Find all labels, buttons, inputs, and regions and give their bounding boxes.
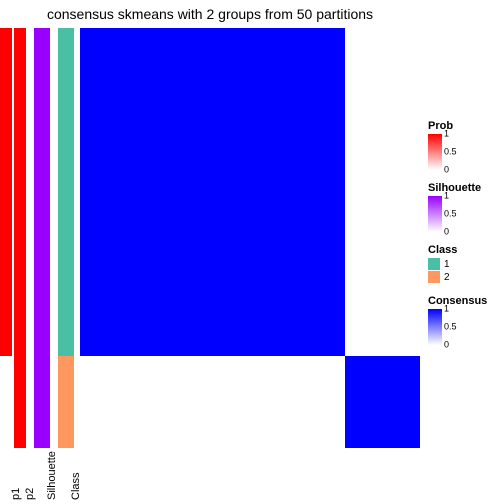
legend-title: Class bbox=[428, 244, 498, 256]
strip-segment bbox=[58, 28, 74, 356]
legends-panel: Prob10.50Silhouette10.50Class12Consensus… bbox=[428, 120, 498, 357]
legend-class: Class 1 2 bbox=[428, 244, 498, 283]
heatmap-block bbox=[345, 28, 420, 356]
legend-tick: 0.5 bbox=[444, 210, 457, 219]
axis-label: Class bbox=[70, 472, 82, 500]
legend-title: Silhouette bbox=[428, 182, 498, 194]
legend-label: 2 bbox=[444, 272, 450, 283]
legend-tick: 0 bbox=[444, 228, 449, 237]
chart-title: consensus skmeans with 2 groups from 50 … bbox=[0, 6, 420, 22]
strip-segment bbox=[34, 28, 50, 448]
strip-segment bbox=[0, 28, 12, 356]
strip-segment bbox=[0, 356, 12, 448]
legend-consensus: Consensus 10.50 bbox=[428, 295, 498, 345]
legend-class-item: 2 bbox=[428, 271, 498, 283]
legend-tick: 0 bbox=[444, 341, 449, 350]
consensus-heatmap bbox=[80, 28, 420, 448]
legend-label: 1 bbox=[444, 259, 450, 270]
axis-label: p2 bbox=[24, 488, 36, 500]
legend-title: Prob bbox=[428, 120, 498, 132]
axis-label: p1 bbox=[10, 488, 22, 500]
strip-segment bbox=[14, 28, 26, 356]
legend-gradient: 10.50 bbox=[428, 134, 442, 170]
strip-p1 bbox=[0, 28, 12, 448]
plot-area bbox=[0, 28, 420, 448]
legend-tick: 1 bbox=[444, 192, 449, 201]
axis-labels: p1p2 Silhouette Class bbox=[0, 450, 420, 504]
legend-tick: 0.5 bbox=[444, 148, 457, 157]
strip-class bbox=[58, 28, 74, 448]
legend-silhouette: Silhouette 10.50 bbox=[428, 182, 498, 232]
legend-swatch bbox=[428, 271, 440, 283]
legend-tick: 0.5 bbox=[444, 323, 457, 332]
legend-class-item: 1 bbox=[428, 258, 498, 270]
legend-gradient: 10.50 bbox=[428, 309, 442, 345]
strip-p2 bbox=[14, 28, 26, 448]
strip-segment bbox=[58, 356, 74, 448]
legend-swatch bbox=[428, 258, 440, 270]
heatmap-block bbox=[80, 28, 345, 356]
legend-title: Consensus bbox=[428, 295, 498, 307]
strip-segment bbox=[14, 356, 26, 448]
legend-tick: 0 bbox=[444, 166, 449, 175]
legend-tick: 1 bbox=[444, 130, 449, 139]
heatmap-block bbox=[80, 356, 345, 448]
axis-label: Silhouette bbox=[46, 451, 58, 500]
strip-silhouette bbox=[34, 28, 50, 448]
legend-tick: 1 bbox=[444, 305, 449, 314]
legend-prob: Prob 10.50 bbox=[428, 120, 498, 170]
heatmap-block bbox=[345, 356, 420, 448]
legend-gradient: 10.50 bbox=[428, 196, 442, 232]
